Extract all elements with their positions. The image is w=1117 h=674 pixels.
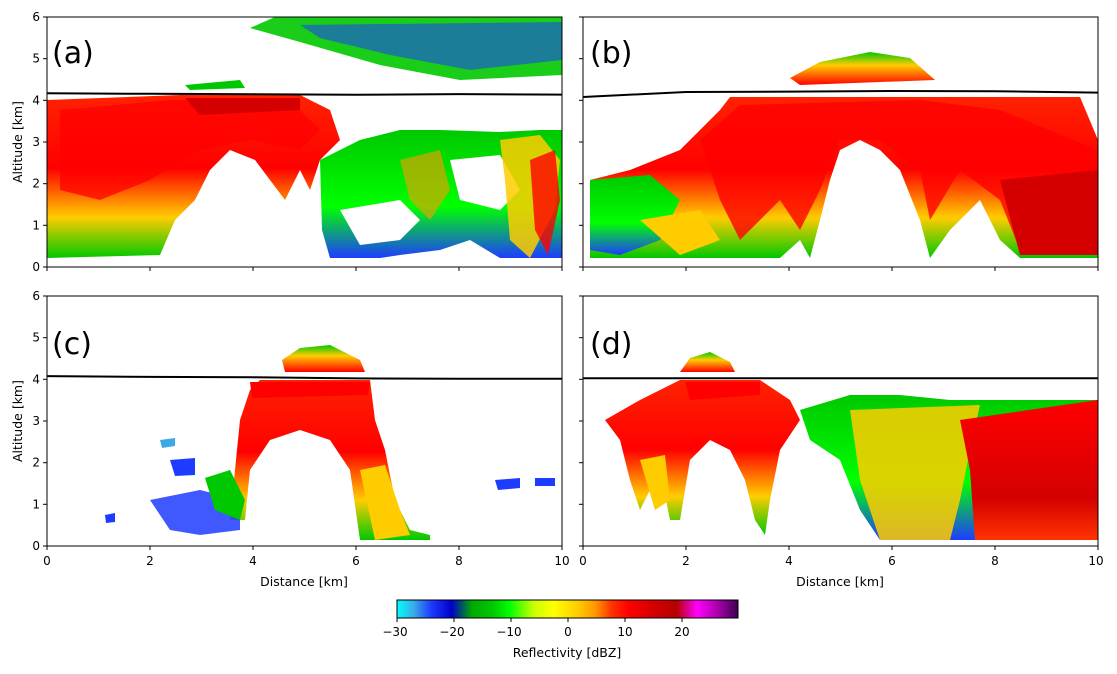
y-ticks-c: 0 1 2 3 4 5 6 <box>32 289 47 553</box>
panel-c: (c) 0 1 2 3 4 5 6 0 2 4 6 8 10 Altitude … <box>10 289 570 589</box>
x-tick-label-d-0: 0 <box>579 554 587 568</box>
x-tick-label-d-1: 2 <box>682 554 690 568</box>
panel-label-b: (b) <box>590 36 632 71</box>
reflectivity-field-c <box>105 345 555 540</box>
y-axis-label-c: Altitude [km] <box>10 380 25 462</box>
y-tick-label-a-3: 3 <box>32 135 40 149</box>
y-tick-label-c-1: 1 <box>32 497 40 511</box>
reflectivity-field-d <box>605 352 1098 540</box>
panel-a: (a) 0 1 2 3 4 5 6 Altitude [km] <box>10 10 563 274</box>
colorbar-tick-label-4: 10 <box>617 625 632 639</box>
colorbar: −30 −20 −10 0 10 20 Reflectivity [dBZ] <box>382 599 739 660</box>
colorbar-tick-label-1: −20 <box>439 625 464 639</box>
y-tick-label-c-6: 6 <box>32 289 40 303</box>
y-tick-label-a-5: 5 <box>32 52 40 66</box>
x-tick-label-d-3: 6 <box>888 554 896 568</box>
colorbar-ticks: −30 −20 −10 0 10 20 <box>382 618 690 639</box>
panel-label-d: (d) <box>590 327 632 362</box>
x-tick-label-d-5: 10 <box>1088 554 1103 568</box>
colorbar-tick-label-3: 0 <box>564 625 572 639</box>
y-tick-label-a-1: 1 <box>32 218 40 232</box>
colorbar-label: Reflectivity [dBZ] <box>513 645 622 660</box>
x-tick-label-c-1: 2 <box>146 554 154 568</box>
freezing-level-line-c <box>46 375 563 380</box>
freezing-level-line-b <box>582 89 1099 98</box>
y-tick-label-c-4: 4 <box>32 372 40 386</box>
y-ticks-b <box>579 16 583 268</box>
x-tick-label-d-2: 4 <box>785 554 793 568</box>
y-tick-label-a-2: 2 <box>32 177 40 191</box>
x-ticks-d: 0 2 4 6 8 10 <box>579 546 1104 568</box>
y-ticks-d <box>579 295 583 547</box>
x-tick-label-c-3: 6 <box>352 554 360 568</box>
y-ticks-a: 0 1 2 3 4 5 6 <box>32 10 47 274</box>
reflectivity-field-b <box>590 52 1098 258</box>
freezing-level-line-a <box>46 92 563 96</box>
x-ticks-a <box>46 267 563 271</box>
x-tick-label-c-2: 4 <box>249 554 257 568</box>
x-ticks-c: 0 2 4 6 8 10 <box>43 546 570 568</box>
y-tick-label-a-6: 6 <box>32 10 40 24</box>
colorbar-tick-label-0: −30 <box>382 625 407 639</box>
panel-label-a: (a) <box>52 36 94 71</box>
x-tick-label-c-0: 0 <box>43 554 51 568</box>
panel-b: (b) <box>579 16 1099 271</box>
y-tick-label-c-2: 2 <box>32 456 40 470</box>
colorbar-tick-label-2: −10 <box>496 625 521 639</box>
x-tick-label-c-4: 8 <box>455 554 463 568</box>
reflectivity-field-a <box>47 17 562 258</box>
x-tick-label-d-4: 8 <box>991 554 999 568</box>
colorbar-tick-label-5: 20 <box>674 625 689 639</box>
y-tick-label-a-0: 0 <box>32 260 40 274</box>
x-axis-label-c: Distance [km] <box>260 574 348 589</box>
y-axis-label-a: Altitude [km] <box>10 101 25 183</box>
x-ticks-b <box>582 267 1099 271</box>
y-tick-label-c-3: 3 <box>32 414 40 428</box>
x-tick-label-c-5: 10 <box>554 554 569 568</box>
panel-d: (d) 0 2 4 6 8 10 Distance [km] <box>579 295 1104 589</box>
panel-label-c: (c) <box>52 327 92 362</box>
x-axis-label-d: Distance [km] <box>796 574 884 589</box>
y-tick-label-a-4: 4 <box>32 93 40 107</box>
colorbar-gradient <box>396 599 739 619</box>
y-tick-label-c-5: 5 <box>32 331 40 345</box>
y-tick-label-c-0: 0 <box>32 539 40 553</box>
